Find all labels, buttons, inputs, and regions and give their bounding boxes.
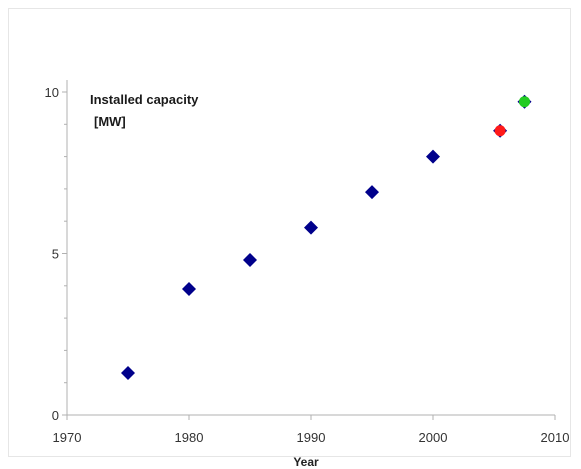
data-point-marker [121, 366, 135, 381]
x-tick-label: 2000 [419, 430, 448, 445]
y-tick-label: 0 [52, 408, 59, 423]
x-axis-title: Year [293, 455, 319, 469]
x-tick-label: 1990 [297, 430, 326, 445]
annotation-line: Installed capacity [90, 92, 199, 107]
axes [66, 80, 555, 416]
x-tick-label: 1970 [53, 430, 82, 445]
ticks: 0 5 10 1970 1980 1990 2000 2010 Year [45, 85, 570, 469]
annotation: Installed capacity [MW] [90, 92, 199, 129]
annotation-line: [MW] [94, 114, 126, 129]
data-point-marker [243, 252, 257, 267]
data-points [121, 94, 532, 381]
data-point-marker [182, 282, 196, 297]
x-tick-label: 1980 [175, 430, 204, 445]
highlight-point-marker [494, 125, 506, 137]
data-point-marker [304, 220, 318, 235]
data-point-marker [426, 149, 440, 164]
x-tick-label: 2010 [541, 430, 570, 445]
highlight-point-marker [519, 96, 530, 108]
chart-frame [8, 8, 571, 457]
data-point-marker [365, 185, 379, 200]
y-tick-label: 10 [45, 85, 59, 100]
y-tick-label: 5 [52, 247, 59, 262]
